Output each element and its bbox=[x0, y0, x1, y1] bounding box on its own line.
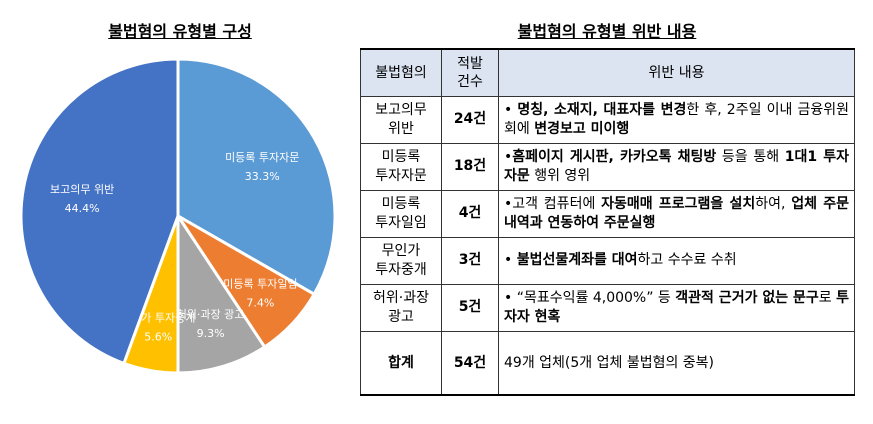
count-cell: 5건 bbox=[441, 283, 499, 332]
content-text: 한 후, 2주일 이내 금융위원회에 bbox=[504, 102, 849, 137]
header-cell: 불법혐의 bbox=[360, 48, 442, 97]
content-cell: 49개 업체(5개 업체 불법혐의 중복) bbox=[498, 330, 855, 396]
content-text: 명칭, 소재지, 대표자를 변경 bbox=[517, 102, 687, 119]
type-cell: 허위·과장 광고 bbox=[360, 283, 442, 332]
slice-value: 5.6% bbox=[144, 330, 172, 343]
content-cell: • “목표수익률 4,000%” 등 객관적 근거가 없는 문구로 투자자 현혹 bbox=[498, 283, 855, 332]
table-row: 미등록 투자일임 4건 •고객 컴퓨터에 자동매매 프로그램을 설치하여, 업체 주… bbox=[360, 189, 855, 238]
type-cell: 합계 bbox=[360, 330, 442, 396]
content-text: 로 bbox=[818, 290, 837, 307]
content-text: • “목표수익률 4,000%” 등 bbox=[504, 290, 676, 307]
count-cell: 18건 bbox=[441, 142, 499, 191]
content-text: •고객 컴퓨터에 bbox=[504, 196, 602, 213]
header-cell: 적발 건수 bbox=[441, 48, 499, 97]
content-text: • bbox=[504, 252, 517, 269]
count-cell: 3건 bbox=[441, 236, 499, 285]
pie-slice bbox=[176, 57, 337, 297]
content-text: 49개 업체(5개 업체 불법혐의 중복) bbox=[504, 354, 715, 371]
type-cell: 무인가 투자중개 bbox=[360, 236, 442, 285]
slice-value: 7.4% bbox=[246, 296, 274, 309]
table-row: 허위·과장 광고 5건 • “목표수익률 4,000%” 등 객관적 근거가 없는 … bbox=[360, 283, 855, 332]
content-text: 업체 주문내역과 연동하여 주문실행 bbox=[504, 196, 849, 231]
content-text: • bbox=[504, 102, 518, 119]
count-cell: 24건 bbox=[441, 95, 499, 144]
type-cell: 미등록 투자자문 bbox=[360, 142, 442, 191]
content-text: 홈페이지 게시판, 카카오톡 채팅방 bbox=[512, 149, 717, 166]
content-text: 행위 영위 bbox=[529, 167, 591, 184]
content-text: 불법선물계좌를 대여 bbox=[516, 252, 638, 269]
table-title: 불법혐의 유형별 위반 내용 bbox=[517, 22, 697, 41]
content-cell: •고객 컴퓨터에 자동매매 프로그램을 설치하여, 업체 주문내역과 연동하여 … bbox=[498, 189, 855, 238]
chart-title: 불법혐의 유형별 구성 bbox=[108, 22, 252, 41]
type-cell: 미등록 투자일임 bbox=[360, 189, 442, 238]
slice-label: 미등록 투자자문 bbox=[225, 151, 299, 164]
content-text: 객관적 근거가 없는 문구 bbox=[675, 290, 819, 307]
pie-slice bbox=[176, 211, 267, 375]
table-row: 무인가 투자중개 3건 • 불법선물계좌를 대여하고 수수료 수취 bbox=[360, 236, 855, 285]
slice-value: 9.3% bbox=[197, 327, 225, 340]
content-text: 자동매매 프로그램을 설치 bbox=[601, 196, 756, 213]
pie-slice bbox=[19, 57, 180, 366]
slice-label: 보고의무 위반 bbox=[50, 183, 114, 196]
table-row: 미등록 투자자문 18건 •홈페이지 게시판, 카카오톡 채팅방 등을 통해 1대1… bbox=[360, 142, 855, 191]
content-cell: • 불법선물계좌를 대여하고 수수료 수취 bbox=[498, 236, 855, 285]
type-cell: 보고의무 위반 bbox=[360, 95, 442, 144]
content-cell: •홈페이지 게시판, 카카오톡 채팅방 등을 통해 1대1 투자자문 행위 영위 bbox=[498, 142, 855, 191]
table-row: 보고의무 위반 24건 • 명칭, 소재지, 대표자를 변경한 후, 2주일 이내 … bbox=[360, 95, 855, 144]
content-text: 투자자 현혹 bbox=[504, 290, 849, 325]
slice-value: 33.3% bbox=[245, 170, 280, 183]
count-cell: 54건 bbox=[441, 330, 499, 396]
slice-value: 44.4% bbox=[65, 202, 100, 215]
slice-label: 허위·과장 광고 bbox=[177, 308, 245, 321]
content-text: 하여, bbox=[755, 196, 792, 213]
table: 불법혐의 적발 건수 위반 내용 보고의무 위반 24건 • 명칭, 소재지, 대표자를 … bbox=[360, 48, 855, 396]
content-text: 등을 통해 bbox=[716, 149, 785, 166]
slice-label: 미등록 투자일임 bbox=[223, 276, 297, 290]
content-text: 하고 수수료 수취 bbox=[637, 252, 737, 269]
count-cell: 4건 bbox=[441, 189, 499, 238]
content-cell: • 명칭, 소재지, 대표자를 변경한 후, 2주일 이내 금융위원회에 변경보… bbox=[498, 95, 855, 144]
table-row: 합계 54건 49개 업체(5개 업체 불법혐의 중복) bbox=[360, 330, 855, 396]
content-text: 변경보고 미이행 bbox=[534, 120, 630, 137]
header-row: 불법혐의 적발 건수 위반 내용 bbox=[360, 48, 855, 97]
content-text: 1대1 투자자문 bbox=[504, 149, 850, 184]
content-text: • bbox=[504, 149, 513, 166]
header-cell: 위반 내용 bbox=[498, 48, 855, 97]
